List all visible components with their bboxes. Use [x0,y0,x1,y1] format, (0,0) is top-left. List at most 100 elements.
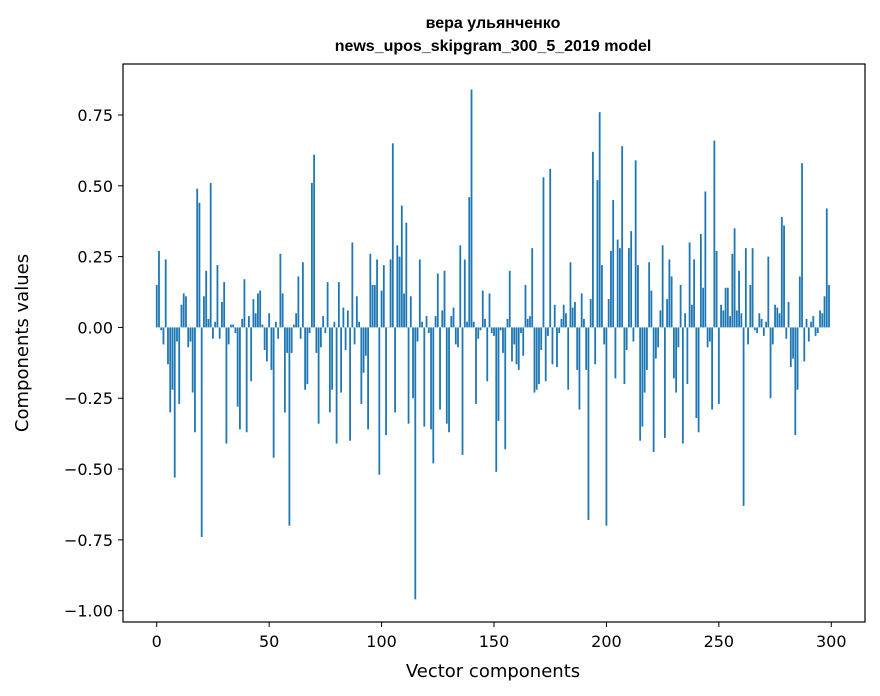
bar [212,327,214,339]
bar [337,282,340,328]
bar [650,290,653,328]
bar [502,327,504,353]
bar [634,160,637,328]
bar [544,327,547,382]
bar [191,327,194,393]
bar [207,318,210,328]
bar [272,327,275,458]
bar [762,327,765,336]
bar [499,327,502,331]
bar [621,146,624,328]
bar [225,327,228,444]
bar [239,327,241,430]
bar [164,259,167,328]
bar [290,327,293,353]
bar [218,327,221,339]
bar [270,327,273,370]
bar [587,327,590,521]
bar [774,304,776,328]
bar [349,327,351,441]
bar [364,327,367,356]
bar [234,327,237,334]
y-tick-label: 0.75 [77,106,113,125]
bar [373,284,376,328]
bar [529,316,531,328]
bar [610,250,612,328]
bar [324,327,327,334]
bar [169,327,172,413]
bar [266,327,268,362]
bar [158,250,160,328]
bars-group [155,89,830,600]
bar [414,327,417,600]
bar [488,293,491,328]
bar [360,327,363,404]
bar [331,327,334,390]
bar [607,299,610,328]
bar [556,327,558,368]
bar [479,327,482,331]
bar [796,327,799,390]
bar [668,259,671,328]
bar [760,318,763,328]
bar [756,327,758,334]
bar [281,293,284,328]
bar [630,231,633,328]
bar [459,245,462,328]
bar [203,296,205,328]
bar [823,296,826,328]
bar [443,270,446,328]
bar [767,256,770,328]
bar [574,301,576,328]
bar [385,327,387,436]
bar [567,327,570,390]
bar [439,327,441,410]
bar [715,250,718,328]
bar [223,282,226,328]
bar [286,327,289,353]
bar [785,327,788,339]
bar [371,284,374,328]
bar [508,270,511,328]
bar [794,327,797,436]
bar [771,327,774,345]
bar [688,242,691,328]
bar [783,225,785,328]
bar [538,327,540,385]
bar [367,327,369,430]
bar [596,180,599,328]
bar [182,293,185,328]
bar [819,310,821,328]
bar [769,327,772,399]
bar [189,327,192,342]
bar [738,270,740,328]
bar [614,327,617,379]
bar [344,327,347,351]
bar [403,293,405,328]
bar [828,284,830,328]
bar [693,259,696,328]
bar [641,327,644,427]
bar [382,265,385,328]
y-axis-ticks: −1.00 −0.75 −0.50 −0.25 0.00 0.25 0.50 0.75 [64,106,123,621]
bar [466,321,468,328]
bar [396,245,399,328]
bar [735,310,738,328]
bar [486,327,489,382]
bar [468,197,471,328]
y-tick-label: −0.25 [64,389,113,408]
bar [717,327,720,404]
bar [227,327,230,345]
bar [297,276,300,328]
bar [425,316,428,328]
bar [526,318,529,328]
bar [670,276,673,328]
bar [740,313,743,328]
bar [661,245,664,328]
bar [569,262,572,328]
bar [513,327,516,345]
bar [295,313,298,328]
bar [245,327,248,433]
bar [787,301,790,328]
